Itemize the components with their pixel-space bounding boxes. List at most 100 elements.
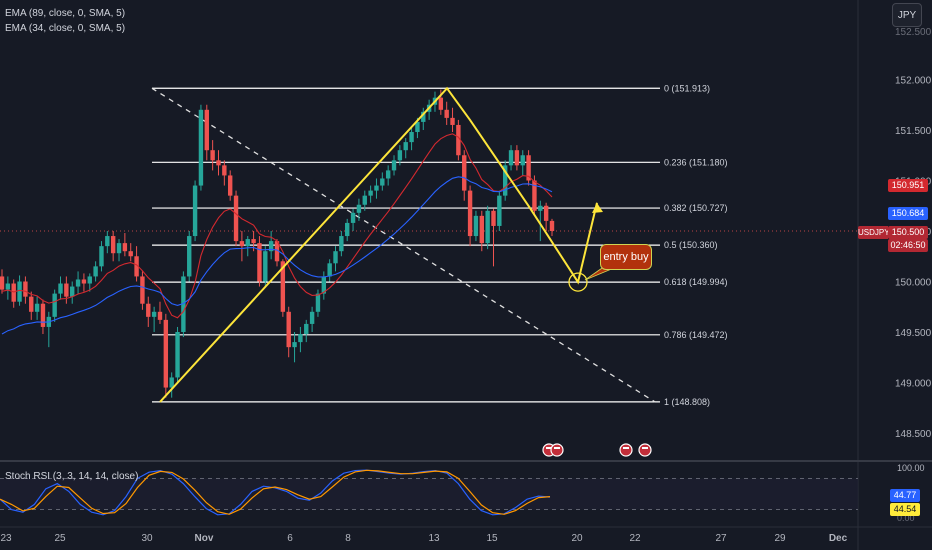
candle	[93, 261, 98, 282]
candle	[192, 180, 198, 242]
candle	[11, 279, 16, 308]
rsi-band	[0, 478, 858, 510]
candle-body	[233, 195, 239, 242]
candle	[52, 289, 57, 322]
fib-level-label: 0 (151.913)	[664, 83, 710, 93]
candle	[29, 291, 34, 320]
time-tick-label: 8	[345, 533, 351, 544]
candle-body	[502, 165, 508, 196]
candle	[374, 178, 379, 199]
candle-body	[187, 236, 192, 277]
ema34-legend[interactable]: EMA (34, close, 0, SMA, 5)	[5, 23, 126, 34]
candle-body	[397, 150, 403, 161]
ema89-legend[interactable]: EMA (89, close, 0, SMA, 5)	[5, 8, 126, 19]
candle	[34, 296, 40, 320]
candle	[274, 239, 280, 267]
candle	[263, 246, 268, 287]
candle-body	[508, 150, 514, 166]
fib-level-label: 0.382 (150.727)	[664, 203, 728, 213]
flag-stripe	[623, 447, 629, 449]
countdown-badge: 02:46:50	[888, 239, 928, 252]
candle	[403, 138, 408, 159]
candle-body	[58, 283, 63, 294]
candle-body	[532, 180, 537, 211]
stoch-rsi-pane: 100.00 0.00	[0, 463, 925, 523]
candle-body	[345, 222, 350, 237]
time-tick-label: 27	[715, 533, 727, 544]
candle-body	[75, 279, 81, 287]
candle	[304, 319, 309, 343]
candle	[315, 289, 321, 317]
candle-body	[304, 323, 309, 335]
candle-body	[333, 251, 338, 264]
entry-buy-callout[interactable]: entry buy	[600, 244, 652, 270]
candle	[543, 202, 549, 231]
time-tick-label: 15	[486, 533, 498, 544]
price-tick-label: 150.000	[895, 278, 932, 289]
flag-stripe	[642, 447, 648, 449]
ema-red-price-badge: 150.951	[888, 179, 928, 192]
candle-body	[81, 279, 87, 284]
candle	[151, 306, 157, 332]
candle-body	[181, 276, 186, 332]
candle-body	[29, 296, 34, 312]
candle	[122, 233, 128, 257]
candle	[140, 271, 145, 310]
candle	[397, 145, 403, 166]
price-tick-label: 148.500	[895, 429, 932, 440]
candle	[239, 231, 245, 262]
ema-blue-price-badge: 150.684	[888, 207, 928, 220]
candle-body	[491, 210, 496, 226]
candle	[485, 205, 490, 250]
candle-body	[227, 175, 233, 196]
candle-body	[70, 286, 75, 297]
fibonacci-retracement: 0 (151.913) 0.236 (151.180) 0.382 (150.727…	[152, 83, 728, 407]
currency-button[interactable]: JPY	[892, 3, 922, 27]
candle	[58, 276, 63, 300]
candle	[163, 313, 169, 398]
candle-body	[380, 178, 385, 186]
current-price-badge: 150.500	[888, 226, 928, 239]
candle-body	[274, 241, 280, 262]
candle	[520, 150, 525, 176]
candle	[198, 104, 204, 191]
candle-body	[11, 283, 16, 302]
candle	[345, 218, 350, 242]
flag-stripe	[554, 447, 560, 449]
candle-body	[268, 241, 274, 252]
candle	[81, 273, 87, 292]
candle	[181, 271, 186, 338]
stoch-rsi-legend[interactable]: Stoch RSI (3, 3, 14, 14, close)	[5, 471, 139, 482]
candle	[444, 101, 449, 125]
candle-body	[391, 160, 397, 171]
candle	[356, 198, 362, 221]
candle	[116, 239, 122, 262]
candle-body	[356, 204, 362, 213]
candle-body	[362, 195, 367, 205]
candle-body	[140, 276, 145, 304]
candle-body	[64, 283, 69, 297]
candle	[210, 140, 215, 171]
fib-level-label: 0.618 (149.994)	[664, 277, 728, 287]
candle-body	[128, 251, 133, 257]
candle-body	[116, 243, 122, 254]
candle	[514, 145, 520, 171]
price-tick-label: 151.500	[895, 126, 932, 137]
candle-body	[210, 150, 215, 161]
time-tick-label: 22	[629, 533, 641, 544]
candle	[233, 190, 239, 247]
candle-body	[34, 303, 40, 312]
candle-body	[497, 195, 502, 226]
wave-line	[159, 86, 598, 403]
candle-body	[257, 243, 262, 282]
candle	[339, 231, 344, 257]
candle	[227, 170, 233, 201]
candle-body	[204, 109, 209, 151]
candle-body	[263, 251, 268, 282]
candle-body	[456, 124, 461, 156]
candle	[450, 107, 455, 133]
candle	[40, 299, 46, 335]
fib-level-label: 0.786 (149.472)	[664, 330, 728, 340]
